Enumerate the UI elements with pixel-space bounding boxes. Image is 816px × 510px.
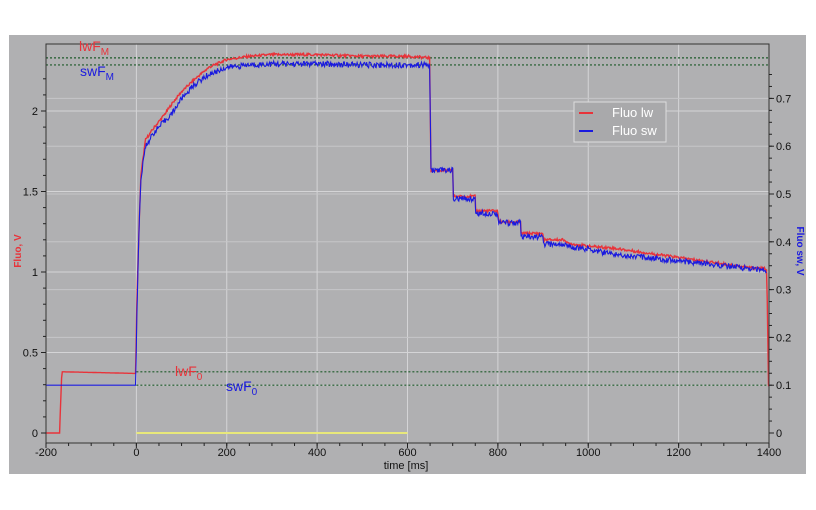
series-fluo-sw [46,59,767,386]
y-right-tick-label: 0.2 [776,332,791,344]
x-tick-label: 800 [489,447,507,459]
swFM-label: swFM [80,63,114,83]
y-left-tick-label: 1 [32,267,38,279]
series-fluo-lw [46,51,770,434]
axes: -200 0 200 400 600 800 1000 1200 1400 0 0.5 1 1.5 2 0 0… [23,43,791,459]
y-right-tick-label: 0 [776,428,782,440]
legend: Fluo lw Fluo sw [573,101,667,143]
y-left-tick-label: 0.5 [23,348,38,360]
x-tick-label: 600 [398,447,416,459]
y-axis-right-title: Fluo sw, V [794,226,805,275]
x-axis-title: time [ms] [384,460,429,472]
x-tick-label: -200 [35,447,57,459]
y-right-tick-label: 0.6 [776,141,791,153]
x-tick-label: 1400 [757,447,781,459]
y-axis-left-title: Fluo, V [13,234,24,268]
legend-label-lw: Fluo lw [612,105,654,120]
x-tick-label: 0 [133,447,139,459]
y-right-tick-label: 0.5 [776,189,791,201]
lwF0-label: lwF0 [175,363,203,383]
x-tick-label: 200 [218,447,236,459]
y-right-tick-label: 0.3 [776,285,791,297]
y-right-tick-label: 0.4 [776,237,791,249]
x-tick-label: 1200 [666,447,690,459]
y-right-tick-label: 0.1 [776,380,791,392]
y-left-tick-label: 2 [32,106,38,118]
y-right-tick-label: 0.7 [776,93,791,105]
x-tick-label: 1000 [576,447,600,459]
swF0-label: swF0 [226,378,258,398]
y-left-tick-label: 1.5 [23,187,38,199]
y-left-tick-label: 0 [32,428,38,440]
lwFM-label: lwFM [79,38,109,58]
legend-label-sw: Fluo sw [612,123,657,138]
x-tick-label: 400 [308,447,326,459]
